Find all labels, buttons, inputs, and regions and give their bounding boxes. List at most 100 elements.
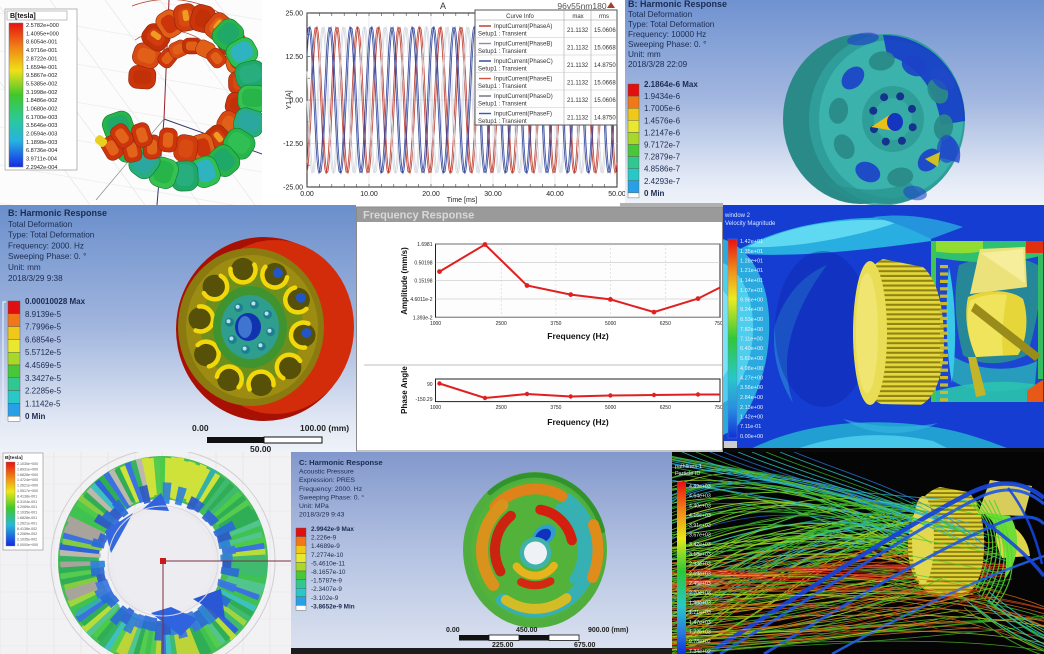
svg-text:4.2069e-001: 4.2069e-001 — [17, 505, 37, 509]
svg-text:3.5646e-003: 3.5646e-003 — [26, 123, 57, 129]
svg-text:InputCurrent(PhaseC): InputCurrent(PhaseC) — [494, 59, 553, 65]
svg-text:Type: Total Deformation: Type: Total Deformation — [628, 20, 715, 29]
svg-text:B[tesla]: B[tesla] — [5, 455, 23, 461]
svg-text:2500: 2500 — [496, 321, 507, 327]
svg-text:2.1035e-001: 2.1035e-001 — [17, 511, 37, 515]
svg-text:21.1132: 21.1132 — [567, 28, 589, 34]
svg-text:1.7005e-6: 1.7005e-6 — [644, 104, 681, 113]
svg-text:2.1864e-6 Max: 2.1864e-6 Max — [644, 80, 698, 89]
svg-text:225.00: 225.00 — [492, 642, 514, 649]
svg-text:Curve Info: Curve Info — [506, 14, 534, 20]
svg-text:2.5782e+000: 2.5782e+000 — [26, 23, 59, 29]
svg-text:InputCurrent(PhaseF): InputCurrent(PhaseF) — [494, 112, 552, 118]
svg-text:2018/3/29 9:43: 2018/3/29 9:43 — [299, 512, 345, 519]
svg-text:1.6828e-001: 1.6828e-001 — [17, 516, 37, 520]
svg-text:Sweeping Phase: 0. °: Sweeping Phase: 0. ° — [628, 40, 706, 49]
svg-text:Setup1 : Transient: Setup1 : Transient — [478, 67, 527, 73]
svg-text:2.84e+00: 2.84e+00 — [740, 395, 763, 401]
svg-text:21.1132: 21.1132 — [567, 116, 589, 122]
svg-text:50.00: 50.00 — [608, 191, 625, 198]
svg-text:1.35e+01: 1.35e+01 — [740, 249, 763, 255]
svg-text:900.00 (mm): 900.00 (mm) — [588, 627, 628, 634]
svg-text:2.9942e-9 Max: 2.9942e-9 Max — [311, 526, 354, 533]
svg-text:4.64e+03: 4.64e+03 — [689, 494, 711, 500]
svg-text:5000: 5000 — [605, 405, 616, 411]
svg-text:2.226e-9: 2.226e-9 — [311, 535, 337, 542]
svg-text:50.00: 50.00 — [250, 444, 272, 452]
svg-text:8.4138e-002: 8.4138e-002 — [17, 527, 37, 531]
svg-text:window 2: window 2 — [724, 213, 751, 219]
svg-text:1.393e-2: 1.393e-2 — [413, 315, 433, 321]
svg-text:1.42e+01: 1.42e+01 — [740, 239, 763, 245]
svg-text:4.9716e-001: 4.9716e-001 — [26, 48, 57, 54]
svg-text:7.11e-01: 7.11e-01 — [740, 424, 761, 430]
svg-text:0.15198: 0.15198 — [414, 279, 432, 285]
svg-text:40.00: 40.00 — [546, 191, 564, 198]
svg-text:7.11e+00: 7.11e+00 — [740, 337, 763, 343]
svg-text:1.8931e+000: 1.8931e+000 — [17, 467, 38, 471]
svg-text:1.14e+01: 1.14e+01 — [740, 278, 763, 284]
svg-text:Frequency: 2000. Hz: Frequency: 2000. Hz — [8, 241, 84, 250]
svg-text:Amplitude (mm/s): Amplitude (mm/s) — [400, 247, 409, 315]
svg-text:InputCurrent(PhaseE): InputCurrent(PhaseE) — [494, 77, 552, 83]
svg-text:1.1142e-5: 1.1142e-5 — [25, 399, 61, 408]
svg-text:6.1700e-003: 6.1700e-003 — [26, 115, 57, 121]
svg-text:21.1132: 21.1132 — [567, 63, 589, 69]
svg-text:0 Min: 0 Min — [25, 412, 46, 421]
svg-text:4.2069e-002: 4.2069e-002 — [17, 532, 37, 536]
svg-text:9.5867e-002: 9.5867e-002 — [26, 73, 57, 79]
svg-text:15.0606: 15.0606 — [594, 28, 616, 34]
svg-text:-3.8652e-9 Min: -3.8652e-9 Min — [311, 603, 355, 610]
svg-text:1.71e+03: 1.71e+03 — [689, 610, 711, 616]
svg-text:21.1132: 21.1132 — [567, 46, 589, 52]
svg-text:1.6594e-001: 1.6594e-001 — [26, 65, 57, 71]
svg-text:100.00 (mm): 100.00 (mm) — [300, 423, 349, 433]
svg-text:Frequency Response: Frequency Response — [363, 210, 474, 222]
svg-text:B: Harmonic Response: B: Harmonic Response — [8, 208, 107, 218]
svg-text:InputCurrent(PhaseB): InputCurrent(PhaseB) — [494, 42, 552, 48]
svg-text:0.0000e+000: 0.0000e+000 — [17, 543, 38, 547]
svg-text:Expression: PRES: Expression: PRES — [299, 477, 355, 484]
svg-text:1.4689e-9: 1.4689e-9 — [311, 543, 340, 550]
svg-text:0.00: 0.00 — [192, 423, 209, 433]
svg-text:2.93e+03: 2.93e+03 — [689, 562, 711, 568]
svg-text:InputCurrent(PhaseD): InputCurrent(PhaseD) — [494, 94, 553, 100]
svg-text:9.24e+00: 9.24e+00 — [740, 307, 763, 313]
svg-text:9.96e+00: 9.96e+00 — [740, 298, 763, 304]
svg-text:3.67e+03: 3.67e+03 — [689, 533, 711, 539]
svg-text:-150.29: -150.29 — [416, 397, 433, 403]
svg-text:6.40e+00: 6.40e+00 — [740, 346, 763, 352]
svg-text:Phase Angle: Phase Angle — [400, 366, 409, 414]
svg-text:1.4724e+000: 1.4724e+000 — [17, 478, 38, 482]
svg-text:1000: 1000 — [430, 405, 441, 411]
svg-text:6.8736e-004: 6.8736e-004 — [26, 148, 57, 154]
svg-text:2500: 2500 — [496, 405, 507, 411]
svg-text:Setup1 : Transient: Setup1 : Transient — [478, 32, 527, 38]
svg-text:96v55nm180: 96v55nm180 — [557, 1, 606, 11]
svg-text:25.00: 25.00 — [285, 11, 303, 18]
svg-text:4.4569e-5: 4.4569e-5 — [25, 361, 62, 370]
svg-text:1.2621e-001: 1.2621e-001 — [17, 521, 37, 525]
svg-text:7.2879e-7: 7.2879e-7 — [644, 153, 681, 162]
svg-text:3.91e+03: 3.91e+03 — [689, 523, 711, 529]
svg-text:1.2147e-6: 1.2147e-6 — [644, 128, 681, 137]
svg-text:A: A — [440, 1, 446, 11]
svg-text:3.1998e-002: 3.1998e-002 — [26, 90, 57, 96]
svg-text:Frequency: 10000 Hz: Frequency: 10000 Hz — [628, 30, 706, 39]
svg-text:7.2774e-10: 7.2774e-10 — [311, 552, 344, 559]
svg-text:Acoustic Pressure: Acoustic Pressure — [299, 469, 354, 476]
svg-text:2.13e+00: 2.13e+00 — [740, 405, 763, 411]
svg-text:Time [ms]: Time [ms] — [447, 197, 478, 204]
svg-text:4.89e+03: 4.89e+03 — [689, 484, 711, 490]
svg-text:Unit: mm: Unit: mm — [8, 263, 41, 272]
svg-text:21.1132: 21.1132 — [567, 98, 589, 104]
svg-text:Total Deformation: Total Deformation — [8, 220, 73, 229]
svg-text:C: Harmonic Response: C: Harmonic Response — [299, 458, 383, 467]
svg-text:7500: 7500 — [714, 321, 723, 327]
svg-text:4.8586e-7: 4.8586e-7 — [644, 165, 681, 174]
svg-text:Frequency: 2000. Hz: Frequency: 2000. Hz — [299, 486, 363, 493]
svg-text:4.16e+03: 4.16e+03 — [689, 513, 711, 519]
svg-text:10.00: 10.00 — [360, 191, 378, 198]
svg-text:2.8722e-001: 2.8722e-001 — [26, 56, 57, 62]
svg-text:0.00010028 Max: 0.00010028 Max — [25, 297, 86, 306]
